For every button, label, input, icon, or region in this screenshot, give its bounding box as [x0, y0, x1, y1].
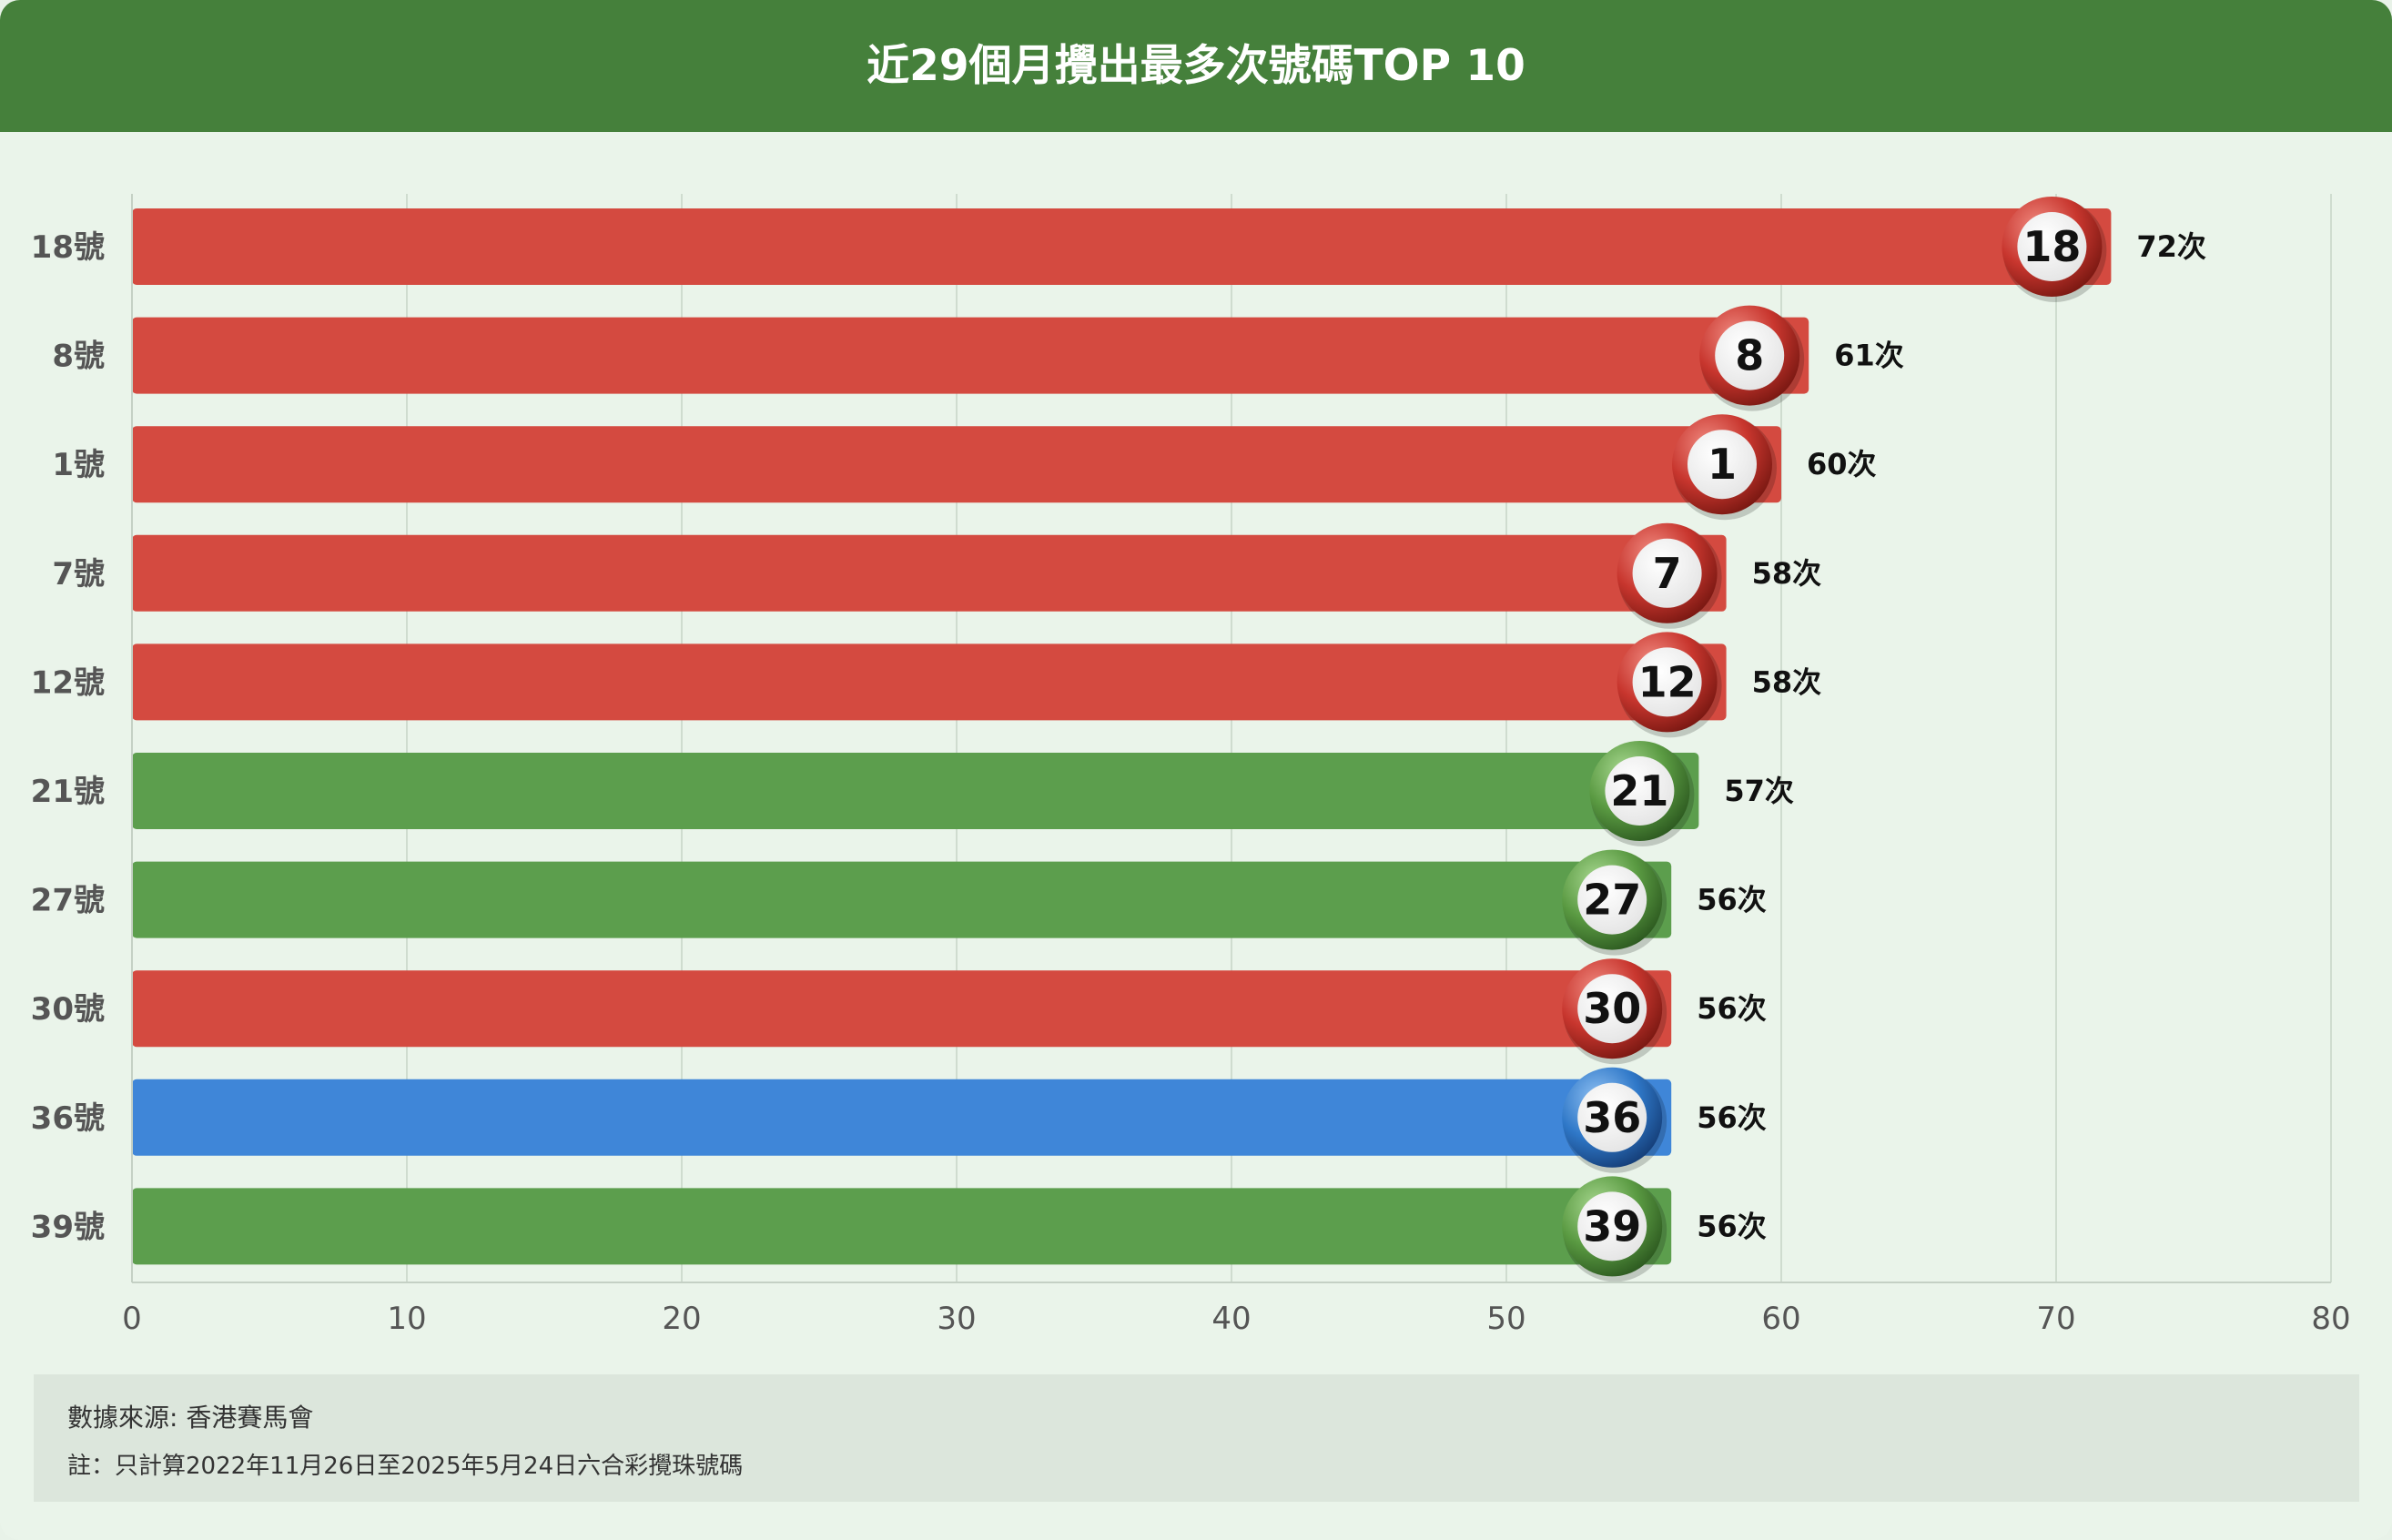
x-tick-label: 10	[387, 1301, 426, 1337]
ball-number: 12	[1638, 657, 1697, 706]
bar	[132, 970, 1672, 1048]
value-label: 56次	[1697, 1209, 1767, 1243]
ball-number: 1	[1708, 440, 1737, 489]
bar	[132, 643, 1727, 721]
bar	[132, 426, 1781, 503]
bar	[132, 1079, 1672, 1156]
lottery-ball-face	[1715, 320, 1785, 390]
category-label: 36號	[31, 1100, 105, 1137]
bar	[132, 753, 1699, 829]
value-label: 56次	[1697, 991, 1767, 1026]
x-tick-label: 80	[2311, 1301, 2350, 1337]
category-label: 30號	[31, 991, 105, 1028]
bar	[132, 861, 1672, 938]
x-tick-label: 50	[1486, 1301, 1525, 1337]
category-label: 21號	[31, 774, 105, 810]
bar	[132, 317, 1809, 394]
lottery-ball-face	[1605, 756, 1675, 826]
value-label: 56次	[1697, 883, 1767, 917]
x-tick-label: 30	[937, 1301, 976, 1337]
x-tick-label: 40	[1211, 1301, 1251, 1337]
lottery-ball-face	[1632, 538, 1702, 608]
x-tick-label: 20	[662, 1301, 701, 1337]
x-tick-label: 60	[1761, 1301, 1800, 1337]
chart-title: 近29個月攪出最多次號碼TOP 10	[867, 41, 1525, 91]
ball-number: 27	[1583, 876, 1641, 925]
bar-chart: 18 72次 8 61次 1 60次 7 58次 12 58次 21 57次 27 56次 30 56次 36 5…	[31, 194, 2351, 1337]
x-tick-label: 0	[122, 1301, 142, 1337]
ball-number: 8	[1735, 331, 1764, 380]
value-label: 56次	[1697, 1100, 1767, 1135]
ball-number: 36	[1583, 1093, 1641, 1142]
ball-number: 30	[1583, 984, 1641, 1033]
category-label: 7號	[52, 556, 105, 593]
ball-number: 39	[1583, 1201, 1641, 1251]
value-label: 61次	[1834, 339, 1904, 373]
category-label: 1號	[52, 447, 105, 483]
source-note-box: 數據來源: 香港賽馬會 註：只計算2022年11月26日至2025年5月24日六…	[34, 1374, 2359, 1502]
x-tick-label: 70	[2036, 1301, 2075, 1337]
bar	[132, 1188, 1672, 1265]
data-source-text: 數據來源: 香港賽馬會	[67, 1403, 314, 1433]
ball-number: 7	[1653, 549, 1682, 598]
category-label: 18號	[31, 229, 105, 266]
category-label: 8號	[52, 339, 105, 375]
value-label: 58次	[1752, 664, 1822, 699]
value-label: 60次	[1807, 447, 1877, 481]
lottery-ball-face	[1577, 974, 1647, 1044]
lottery-ball-face	[1577, 1191, 1647, 1261]
value-label: 58次	[1752, 556, 1822, 591]
category-label: 12號	[31, 664, 105, 701]
category-label: 39號	[31, 1209, 105, 1245]
lottery-ball-face	[1688, 430, 1757, 500]
lottery-ball-face	[2017, 212, 2087, 281]
calculation-note-text: 註：只計算2022年11月26日至2025年5月24日六合彩攪珠號碼	[67, 1453, 744, 1480]
lottery-ball-face	[1632, 647, 1702, 717]
bar	[132, 208, 2112, 285]
value-label: 57次	[1724, 774, 1794, 808]
category-label: 27號	[31, 883, 105, 919]
lottery-ball-face	[1577, 865, 1647, 935]
bar	[132, 534, 1727, 612]
ball-number: 18	[2022, 222, 2081, 271]
ball-number: 21	[1610, 766, 1668, 816]
lottery-ball-face	[1577, 1082, 1647, 1152]
header-bar	[0, 0, 2392, 132]
value-label: 72次	[2136, 229, 2206, 264]
